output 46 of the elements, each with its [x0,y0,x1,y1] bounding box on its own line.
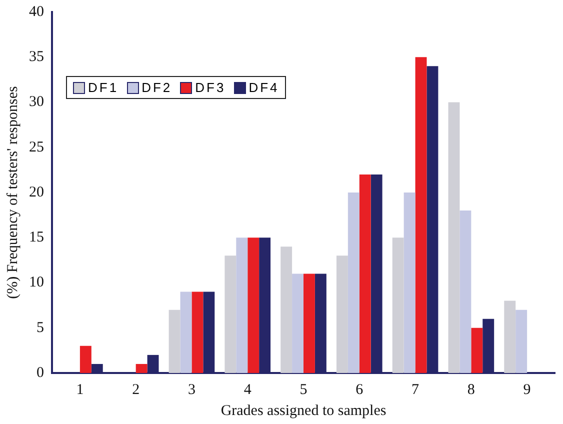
bar [304,274,315,373]
bar [336,256,348,373]
bar [136,364,148,373]
y-tick-label: 30 [29,94,44,110]
legend-label: DF3 [195,80,226,95]
y-tick-label: 35 [29,49,44,66]
y-tick-label: 15 [29,230,44,246]
bar [392,238,404,373]
bar [415,57,427,373]
x-tick-label: 1 [76,382,84,398]
x-tick-label: 4 [244,382,252,398]
y-tick-label: 40 [29,4,44,20]
legend-label: DF4 [248,80,280,95]
bar [516,310,528,373]
y-tick-label: 20 [29,184,44,200]
legend-label: DF1 [88,80,119,95]
x-tick-label: 7 [412,382,420,398]
x-tick-label: 2 [132,382,140,398]
y-tick-label: 0 [36,364,44,381]
bar [248,238,260,373]
x-tick-label: 6 [356,382,364,398]
bar [404,192,416,373]
bar [280,246,292,373]
bar [504,300,516,373]
bar [80,346,92,373]
x-tick-label: 8 [467,382,475,398]
x-axis-title: Grades assigned to samples [220,402,386,419]
bar [168,310,180,373]
bar [192,292,204,373]
bar [460,210,472,373]
bar [448,102,460,373]
bar [348,192,360,373]
y-tick-label: 25 [29,139,44,156]
x-tick-label: 3 [188,382,196,398]
y-tick-label: 5 [36,320,44,336]
y-tick-label: 10 [29,274,44,291]
bar [236,238,248,373]
bar [180,292,192,373]
bar [359,174,371,373]
bar [292,274,304,373]
y-axis-title: (%) Frequency of testers' responses [4,86,21,299]
bar [471,328,483,373]
bar [224,256,236,373]
x-tick-label: 5 [300,382,308,398]
legend-label: DF2 [142,80,172,95]
x-tick-label: 9 [523,382,531,398]
